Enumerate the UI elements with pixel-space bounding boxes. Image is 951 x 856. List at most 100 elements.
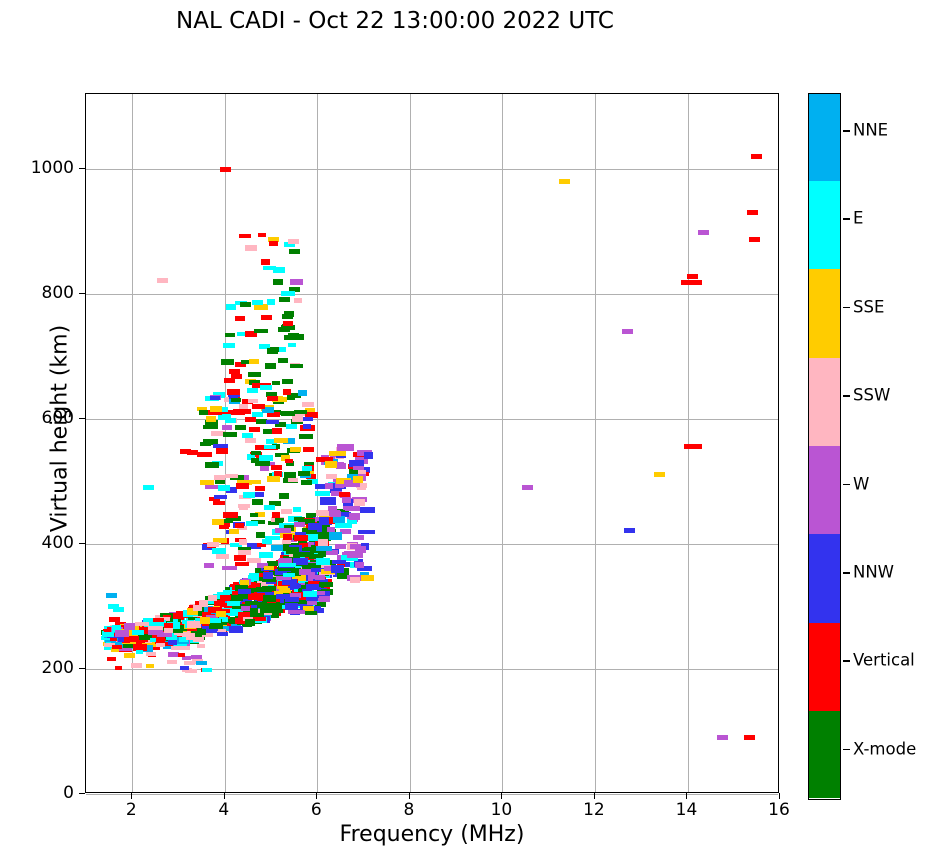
data-point — [204, 484, 219, 490]
data-point — [265, 536, 280, 541]
data-point — [192, 637, 205, 643]
x-tick-mark-6 — [316, 793, 318, 799]
colorbar-tick-x-mode — [843, 748, 850, 751]
data-point — [357, 530, 375, 535]
data-point — [252, 588, 266, 593]
y-tick-label-200: 200 — [41, 658, 74, 678]
data-point — [210, 431, 225, 437]
data-point — [222, 424, 233, 431]
data-point — [303, 446, 315, 453]
data-point — [330, 488, 343, 494]
data-point — [186, 450, 198, 456]
data-point — [237, 589, 251, 595]
data-point — [232, 605, 247, 612]
data-point — [229, 594, 244, 601]
data-point — [267, 236, 279, 243]
y-tick-label-1000: 1000 — [30, 158, 74, 178]
data-point — [250, 520, 266, 525]
data-point — [110, 648, 120, 653]
data-point — [262, 585, 272, 593]
data-point — [234, 561, 250, 566]
data-point — [279, 587, 292, 593]
data-point — [751, 154, 763, 159]
data-point — [281, 290, 295, 297]
gridline-x-2 — [132, 94, 134, 792]
data-point — [223, 377, 235, 383]
data-point — [135, 621, 149, 627]
data-point — [303, 605, 314, 611]
data-point — [251, 383, 264, 388]
data-point — [283, 472, 296, 479]
data-point — [250, 450, 261, 456]
data-point — [281, 379, 293, 384]
data-point — [304, 462, 314, 468]
data-point — [253, 612, 264, 619]
y-axis-label: Virtual height (km) — [47, 324, 73, 533]
data-point — [278, 566, 295, 572]
data-point — [325, 474, 337, 479]
data-point — [285, 603, 298, 611]
data-point — [248, 398, 258, 404]
data-point — [219, 518, 234, 524]
page-title: NAL CADI - Oct 22 13:00:00 2022 UTC — [176, 8, 614, 34]
data-point — [298, 519, 315, 525]
colorbar-label-ssw: SSW — [853, 385, 891, 405]
data-point — [114, 665, 122, 670]
data-point — [170, 645, 180, 650]
data-point — [259, 607, 275, 613]
data-point — [313, 578, 329, 584]
data-point — [105, 592, 117, 598]
data-point — [259, 465, 270, 472]
data-point — [115, 630, 130, 637]
data-point — [301, 479, 312, 486]
gridline-x-12 — [594, 94, 596, 792]
data-point — [258, 232, 267, 238]
data-point — [206, 542, 219, 548]
data-point — [245, 607, 258, 615]
data-point — [229, 617, 240, 625]
data-point — [268, 241, 279, 246]
data-point — [260, 315, 272, 321]
data-point — [288, 477, 298, 483]
data-point — [749, 236, 761, 242]
data-point — [274, 568, 287, 576]
data-point — [280, 455, 290, 462]
data-point — [318, 582, 334, 587]
data-point — [257, 596, 268, 602]
data-point — [217, 485, 230, 491]
data-point — [305, 412, 318, 418]
data-point — [156, 636, 165, 643]
colorbar-label-w: W — [853, 474, 870, 494]
x-tick-label-12: 12 — [583, 800, 605, 820]
data-point — [267, 561, 279, 566]
data-point — [227, 601, 240, 607]
data-point — [309, 571, 323, 576]
data-point — [327, 506, 338, 511]
data-point — [691, 444, 703, 449]
data-point — [342, 506, 354, 511]
data-point — [354, 498, 365, 506]
data-point — [236, 483, 249, 490]
data-point — [316, 510, 330, 517]
data-point — [349, 543, 362, 549]
data-point — [283, 438, 295, 444]
data-point — [297, 471, 311, 477]
data-point — [559, 179, 571, 184]
data-point — [522, 485, 534, 491]
data-point — [298, 543, 309, 549]
data-point — [283, 320, 293, 326]
data-point — [248, 479, 261, 484]
data-point — [217, 406, 228, 412]
data-point — [293, 506, 302, 513]
data-point — [288, 286, 300, 292]
data-point — [302, 551, 314, 557]
data-point — [218, 616, 228, 623]
data-point — [231, 590, 243, 598]
data-point — [262, 538, 273, 545]
data-point — [212, 547, 227, 554]
data-point — [286, 547, 300, 554]
data-point — [215, 448, 228, 454]
data-point — [213, 500, 226, 506]
data-point — [210, 406, 222, 413]
data-point — [320, 534, 331, 541]
